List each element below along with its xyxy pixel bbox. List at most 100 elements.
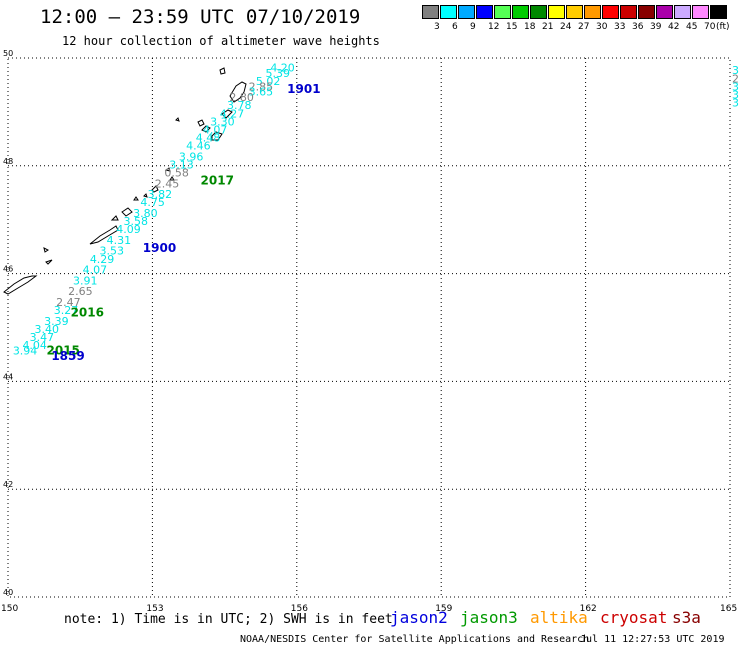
wave-height-value: 3.82 xyxy=(148,188,173,201)
satellite-label-jason2: jason2 xyxy=(390,608,448,627)
legend-label: 18 xyxy=(524,22,536,32)
wave-height-value: 3.40 xyxy=(34,323,59,336)
legend-swatch xyxy=(674,5,691,19)
wave-height-value: 3.80 xyxy=(133,207,158,220)
legend-swatch xyxy=(494,5,511,19)
wave-height-value: 4.07 xyxy=(203,123,228,136)
wave-height-value: 0.58 xyxy=(164,167,189,180)
legend-swatch xyxy=(638,5,655,19)
wave-height-value: 3.58 xyxy=(124,215,148,228)
legend-unit: (ft) xyxy=(716,22,730,32)
wave-height-legend: 3 6 9 12 15 18 21 24 27 30 33 36 39 42 45 70 (ft) xyxy=(422,5,730,35)
lon-label: 162 xyxy=(580,604,597,614)
wave-height-value: 3.96 xyxy=(179,150,204,163)
wave-height-value: 2.47 xyxy=(56,296,80,309)
legend-swatch xyxy=(548,5,565,19)
map-frame xyxy=(7,57,731,598)
wave-height-values: 4.205.395.022.853.652.803.784.273.304.07… xyxy=(13,61,295,357)
map-subtitle: 12 hour collection of altimeter wave hei… xyxy=(62,34,380,48)
pass-time-label: 1901 xyxy=(287,82,320,96)
legend-label: 3 xyxy=(434,22,440,32)
legend-swatch xyxy=(602,5,619,19)
wave-height-value: 4.46 xyxy=(186,140,211,153)
legend-swatch xyxy=(458,5,475,19)
wave-height-value: 2.80 xyxy=(229,91,254,104)
legend-label: 21 xyxy=(542,22,554,32)
wave-height-value: 4.20 xyxy=(270,61,295,74)
wave-height-value: 4.07 xyxy=(83,264,108,277)
lat-label: 48 xyxy=(3,157,13,166)
legend-label: 6 xyxy=(452,22,458,32)
wave-height-value: 5.02 xyxy=(256,75,280,88)
legend-swatch xyxy=(476,5,493,19)
wave-height-value: 3.78 xyxy=(227,99,252,112)
generated-timestamp: Jul 11 12:27:53 UTC 2019 xyxy=(580,634,725,645)
lat-label: 44 xyxy=(3,372,13,381)
wave-height-value: 3.13 xyxy=(169,158,194,171)
footer-note: note: 1) Time is in UTC; 2) SWH is in fe… xyxy=(64,612,393,627)
legend-label: 39 xyxy=(650,22,662,32)
legend-label: 15 xyxy=(506,22,518,32)
legend-label: 27 xyxy=(578,22,590,32)
wave-height-value: 4.09 xyxy=(116,223,141,236)
edge-wave-value: 3 xyxy=(732,64,739,77)
satellite-label-s3a: s3a xyxy=(672,608,701,627)
wave-height-value: 4.48 xyxy=(196,132,221,145)
legend-swatch xyxy=(656,5,673,19)
lon-label: 150 xyxy=(1,604,18,614)
wave-height-value: 3.91 xyxy=(73,274,98,287)
pass-time-label: 2016 xyxy=(71,306,104,320)
lon-label: 165 xyxy=(720,604,737,614)
legend-label: 45 xyxy=(686,22,698,32)
lon-label: 156 xyxy=(291,604,308,614)
legend-swatch xyxy=(710,5,727,19)
legend-swatch xyxy=(584,5,601,19)
lat-label: 46 xyxy=(3,265,13,274)
satellite-label-cryosat: cryosat xyxy=(600,608,668,627)
wave-height-value: 4.31 xyxy=(107,234,132,247)
edge-wave-value: 3 xyxy=(732,80,739,93)
lon-label: 153 xyxy=(146,604,163,614)
legend-swatch xyxy=(620,5,637,19)
lat-lon-grid: 150 153 156 159 162 165 50 48 46 44 42 40 xyxy=(1,49,737,614)
legend-label: 36 xyxy=(632,22,644,32)
wave-height-value: 3.39 xyxy=(44,315,69,328)
wave-height-value: 4.29 xyxy=(90,253,115,266)
kuril-islands-coastline xyxy=(3,67,247,295)
legend-swatch xyxy=(440,5,457,19)
legend-label: 70 xyxy=(704,22,716,32)
lon-label: 159 xyxy=(435,604,452,614)
wave-height-value: 3.94 xyxy=(13,344,37,357)
wave-height-value: 3.30 xyxy=(210,115,235,128)
satellite-label-jason3: jason3 xyxy=(460,608,518,627)
credit-line: NOAA/NESDIS Center for Satellite Applica… xyxy=(240,634,590,645)
pass-time-label: 2015 xyxy=(47,343,80,357)
legend-swatch xyxy=(566,5,583,19)
legend-swatch xyxy=(530,5,547,19)
edge-wave-value: 3 xyxy=(732,88,739,101)
pass-time-label: 2017 xyxy=(201,174,234,188)
legend-label: 33 xyxy=(614,22,626,32)
pass-time-label: 1859 xyxy=(51,349,84,363)
legend-label: 30 xyxy=(596,22,608,32)
legend-label: 24 xyxy=(560,22,572,32)
edge-wave-value: 2 xyxy=(732,72,739,85)
lat-label: 40 xyxy=(3,588,13,597)
satellite-label-altika: altika xyxy=(530,608,588,627)
wave-height-value: 2.45 xyxy=(155,177,180,190)
legend-label: 12 xyxy=(488,22,500,32)
lat-label: 42 xyxy=(3,480,13,489)
pass-time-label: 1900 xyxy=(143,241,176,255)
wave-height-value: 4.75 xyxy=(140,196,165,209)
wave-height-value: 3.53 xyxy=(99,245,124,258)
legend-swatch xyxy=(512,5,529,19)
wave-height-value: 3.47 xyxy=(30,331,55,344)
map-title: 12:00 — 23:59 UTC 07/10/2019 xyxy=(40,6,361,28)
legend-swatch xyxy=(692,5,709,19)
legend-label: 42 xyxy=(668,22,680,32)
legend-swatch xyxy=(422,5,439,19)
wave-height-value: 2.65 xyxy=(68,285,93,298)
lat-label: 50 xyxy=(3,49,13,58)
